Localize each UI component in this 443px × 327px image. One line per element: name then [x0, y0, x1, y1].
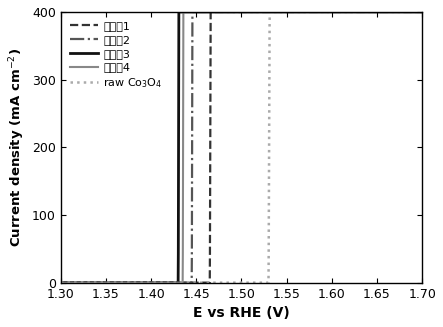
实施例3: [58, 281, 63, 284]
实施例2: [77, 281, 82, 284]
raw Co$_3$O$_4$: [267, 10, 272, 14]
实施例1: [225, 10, 230, 14]
实施例2: [420, 10, 425, 14]
raw Co$_3$O$_4$: [234, 281, 239, 284]
实施例3: [343, 10, 348, 14]
Line: 实施例3: 实施例3: [61, 12, 422, 283]
实施例4: [181, 10, 186, 14]
Line: 实施例2: 实施例2: [61, 12, 422, 283]
实施例2: [190, 10, 195, 14]
raw Co$_3$O$_4$: [409, 10, 415, 14]
Legend: 实施例1, 实施例2, 实施例3, 实施例4, raw Co$_3$O$_4$: 实施例1, 实施例2, 实施例3, 实施例4, raw Co$_3$O$_4$: [66, 18, 166, 94]
实施例4: [409, 10, 415, 14]
实施例4: [225, 10, 230, 14]
raw Co$_3$O$_4$: [409, 10, 414, 14]
实施例3: [409, 10, 415, 14]
X-axis label: E vs RHE (V): E vs RHE (V): [193, 306, 290, 320]
实施例4: [234, 10, 239, 14]
实施例4: [420, 10, 425, 14]
raw Co$_3$O$_4$: [58, 281, 63, 284]
实施例3: [176, 10, 182, 14]
实施例1: [208, 10, 214, 14]
实施例2: [409, 10, 414, 14]
实施例1: [77, 281, 82, 284]
实施例3: [77, 281, 82, 284]
Y-axis label: Current density (mA cm$^{-2}$): Current density (mA cm$^{-2}$): [7, 48, 27, 247]
实施例1: [409, 10, 415, 14]
实施例4: [58, 281, 63, 284]
实施例2: [58, 281, 63, 284]
实施例4: [77, 281, 82, 284]
实施例1: [58, 281, 63, 284]
raw Co$_3$O$_4$: [420, 10, 425, 14]
实施例3: [420, 10, 425, 14]
实施例1: [420, 10, 425, 14]
raw Co$_3$O$_4$: [224, 281, 229, 284]
实施例1: [409, 10, 414, 14]
实施例2: [409, 10, 415, 14]
实施例2: [343, 10, 348, 14]
实施例4: [409, 10, 414, 14]
raw Co$_3$O$_4$: [77, 281, 82, 284]
实施例2: [234, 10, 239, 14]
实施例2: [225, 10, 230, 14]
实施例4: [343, 10, 348, 14]
实施例1: [234, 10, 239, 14]
实施例3: [409, 10, 414, 14]
实施例1: [343, 10, 348, 14]
raw Co$_3$O$_4$: [343, 10, 348, 14]
Line: 实施例1: 实施例1: [61, 12, 422, 283]
实施例3: [225, 10, 230, 14]
Line: raw Co$_3$O$_4$: raw Co$_3$O$_4$: [61, 12, 422, 283]
Line: 实施例4: 实施例4: [61, 12, 422, 283]
实施例3: [234, 10, 239, 14]
